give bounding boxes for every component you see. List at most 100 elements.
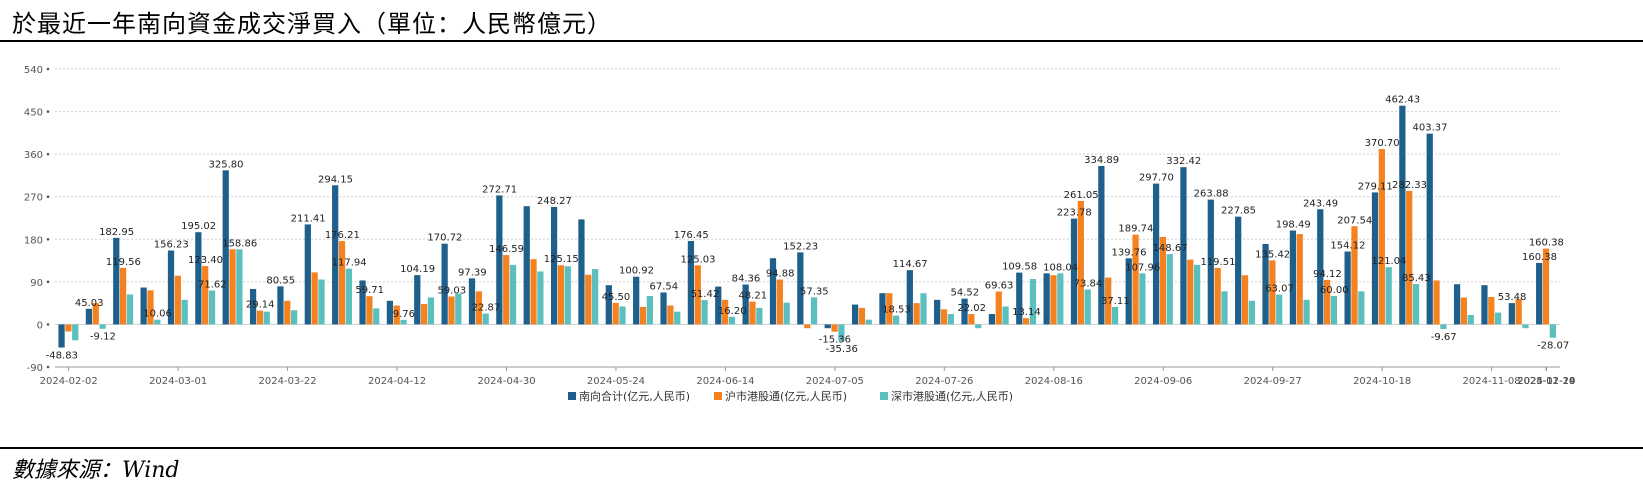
legend-swatch: [714, 392, 722, 400]
bar-1-25: [749, 301, 756, 325]
bar-0-31: [906, 270, 913, 325]
bar-0-48: [1371, 192, 1379, 325]
bar-chart: -90 0 90 180 270 360 450 540 -48.83 45.03 182.95 1…: [24, 65, 1575, 403]
bar-2-1: [99, 324, 106, 329]
bar-1-23: [694, 265, 701, 325]
bar-1-28: [831, 324, 838, 332]
data-label: 84.36: [732, 274, 761, 285]
data-label: 22.87: [472, 303, 501, 314]
legend-item: 沪市港股通(亿元,人民币): [725, 389, 847, 403]
bar-1-44: [1269, 260, 1276, 325]
data-label: 211.41: [291, 213, 326, 224]
bar-2-18: [564, 266, 571, 325]
bar-1-53: [1515, 299, 1522, 325]
data-label: 94.12: [1313, 269, 1342, 280]
bar-0-2: [113, 237, 120, 325]
bar-0-20: [605, 285, 612, 325]
data-label: 9.76: [393, 309, 415, 320]
data-label: 223.78: [1057, 208, 1092, 219]
bar-1-35: [1022, 318, 1030, 325]
bar-2-11: [373, 308, 380, 325]
data-label: 114.67: [893, 259, 928, 270]
bar-1-22: [667, 305, 674, 325]
data-label: 119.51: [1200, 257, 1235, 268]
bar-1-33: [968, 314, 975, 325]
bar-2-47: [1358, 291, 1365, 325]
bar-1-34: [995, 291, 1002, 325]
bar-0-37: [1070, 218, 1078, 325]
data-label: 462.43: [1385, 95, 1420, 106]
bar-1-27: [804, 324, 811, 329]
legend-swatch: [568, 392, 576, 400]
bar-0-23: [687, 240, 695, 325]
data-label: 176.21: [325, 230, 360, 241]
bar-0-32: [934, 299, 941, 325]
y-tick-label: 270: [24, 193, 43, 204]
bar-0-47: [1344, 251, 1351, 325]
bar-0-27: [797, 252, 804, 325]
bar-1-11: [366, 296, 373, 325]
bar-0-35: [1016, 272, 1023, 325]
bar-0-17: [523, 206, 530, 325]
data-label: -9.67: [1431, 332, 1457, 343]
bar-2-8: [291, 310, 298, 325]
data-label: 282.33: [1392, 180, 1427, 191]
bar-1-40: [1159, 236, 1167, 325]
bar-1-38: [1105, 277, 1112, 325]
bar-1-2: [119, 267, 127, 325]
x-tick-label: 2024-08-16: [1025, 376, 1083, 387]
x-tick-label: 2024-03-01: [149, 376, 207, 387]
x-tick-label: 2024-04-12: [368, 376, 426, 387]
bar-2-22: [674, 311, 681, 325]
data-label: 85.43: [1402, 273, 1431, 284]
bar-0-40: [1152, 183, 1160, 325]
data-label: 94.88: [766, 269, 795, 280]
data-label: 176.45: [674, 230, 709, 241]
data-label: 73.84: [1074, 279, 1103, 290]
bar-0-8: [277, 286, 284, 325]
bar-1-12: [393, 305, 400, 325]
bar-0-21: [633, 276, 640, 325]
data-label: 125.15: [544, 254, 579, 265]
bar-2-3: [154, 319, 161, 325]
x-tick-label: 2024-05-24: [587, 376, 645, 387]
data-label: 107.96: [1125, 262, 1160, 273]
bar-2-5: [208, 290, 216, 325]
data-label: 198.49: [1276, 220, 1311, 231]
bar-2-12: [400, 319, 407, 325]
data-label: -35.36: [826, 344, 858, 355]
y-tick-mark: [46, 110, 50, 113]
bar-2-33: [975, 324, 982, 329]
bar-2-39: [1139, 273, 1146, 325]
data-label: 156.23: [154, 240, 189, 251]
bar-1-5: [202, 266, 209, 325]
data-label: 248.27: [537, 196, 572, 207]
x-tick-label: 2025-02-14: [1517, 376, 1575, 387]
bar-1-54: [1542, 248, 1550, 325]
bar-1-9: [311, 272, 318, 325]
bar-2-34: [1002, 306, 1009, 325]
data-label: 37.11: [1101, 296, 1130, 307]
bar-2-53: [1522, 324, 1529, 329]
bar-2-46: [1330, 296, 1338, 325]
y-tick-mark: [46, 280, 50, 284]
data-label: 182.95: [99, 227, 134, 238]
data-label: 158.86: [222, 238, 257, 249]
bar-0-29: [851, 304, 859, 325]
bar-1-48: [1378, 149, 1385, 325]
data-label: 48.21: [738, 291, 767, 302]
bar-0-19: [578, 219, 585, 325]
bar-0-46: [1317, 209, 1324, 325]
data-label: 272.71: [482, 184, 517, 195]
data-label: 67.54: [650, 281, 679, 292]
bar-0-10: [332, 185, 339, 325]
bar-1-19: [585, 274, 592, 325]
bar-1-47: [1351, 226, 1358, 325]
data-label: 104.19: [400, 264, 435, 275]
x-tick-label: 2024-09-06: [1134, 376, 1192, 387]
bar-0-1: [85, 308, 93, 325]
y-tick-label: 540: [24, 65, 43, 76]
bar-2-23: [701, 300, 708, 325]
data-label: 59.03: [437, 286, 466, 297]
data-label: 59.71: [355, 285, 384, 296]
